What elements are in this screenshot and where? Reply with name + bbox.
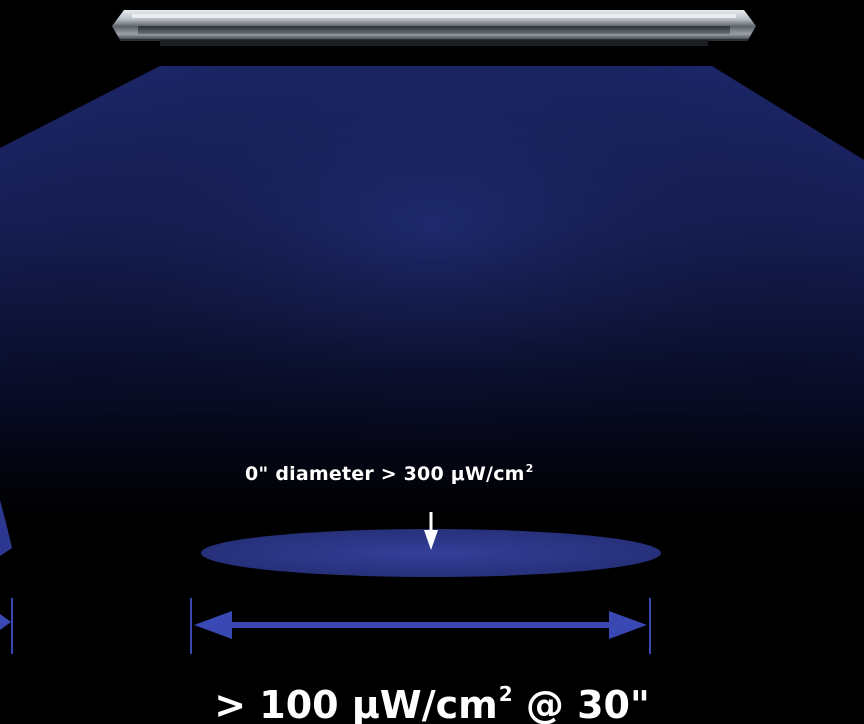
headline-suffix: @ 30" — [512, 683, 650, 724]
left-partial-beam — [0, 500, 13, 654]
center-spot-ellipse — [201, 529, 661, 577]
light-beam-cone — [0, 66, 864, 520]
headline-prefix: > 100 μW/cm — [214, 683, 498, 724]
coverage-headline: > 100 μW/cm2 @ 30" — [0, 672, 864, 724]
headline-exponent: 2 — [498, 682, 513, 706]
spot-intensity-exponent: 2 — [525, 462, 534, 475]
spot-intensity-text: 0" diameter > 300 μW/cm — [245, 463, 525, 485]
spot-intensity-label: 0" diameter > 300 μW/cm2 — [245, 462, 534, 485]
uv-light-fixture-icon — [112, 10, 756, 46]
double-headed-dimension-arrow-icon — [190, 598, 651, 654]
down-arrow-icon — [424, 512, 438, 550]
